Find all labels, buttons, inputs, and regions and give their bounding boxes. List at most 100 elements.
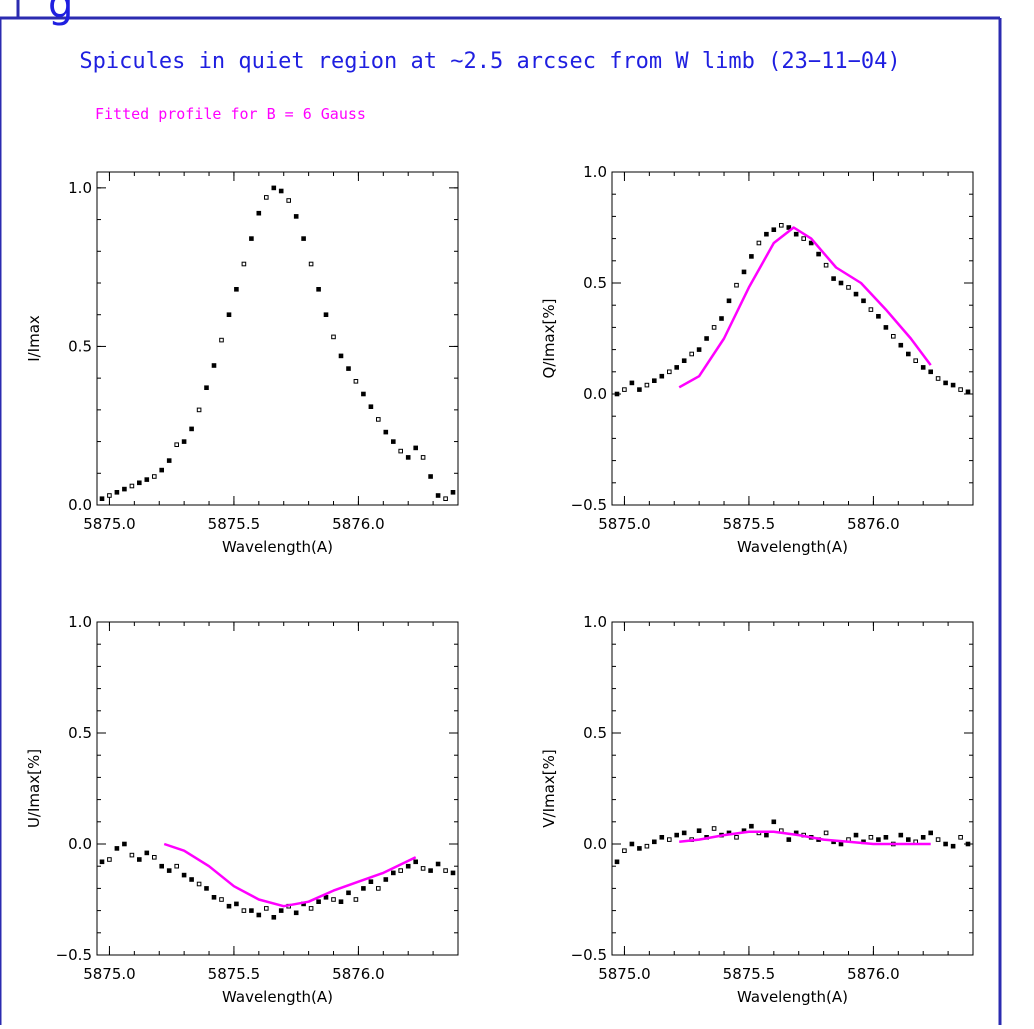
data-point — [264, 195, 269, 200]
data-point — [405, 455, 411, 460]
plot-area-border — [611, 621, 974, 956]
y-tick-label: 1.0 — [583, 613, 607, 631]
data-point — [935, 376, 941, 381]
x-axis-label: Wavelength(A) — [222, 988, 333, 1006]
data-point — [622, 387, 627, 392]
data-point — [353, 897, 359, 902]
data-point — [204, 385, 209, 390]
data-point — [256, 210, 262, 216]
data-point — [823, 830, 829, 836]
data-point — [853, 291, 859, 297]
data-point — [943, 841, 948, 847]
data-point — [234, 287, 239, 292]
data-point — [816, 251, 821, 257]
plot-area-border — [611, 171, 974, 506]
data-point — [174, 442, 179, 447]
data-point — [271, 185, 277, 191]
data-point — [308, 261, 314, 267]
data-point — [771, 819, 777, 825]
data-point — [450, 490, 456, 495]
data-point — [637, 846, 642, 851]
data-point — [383, 429, 389, 435]
data-point — [868, 835, 874, 840]
data-point — [286, 198, 291, 203]
data-point — [166, 868, 172, 873]
data-point — [823, 262, 829, 268]
data-point — [652, 839, 657, 845]
x-tick-label: 5876.0 — [847, 515, 900, 533]
data-point — [614, 859, 620, 865]
data-point — [420, 455, 426, 460]
data-point — [793, 231, 799, 237]
y-tick-label: −0.5 — [571, 496, 607, 514]
data-point — [696, 347, 702, 352]
data-point — [644, 382, 650, 388]
y-tick-label: −0.5 — [56, 946, 92, 964]
data-point — [361, 886, 366, 891]
data-point — [264, 906, 269, 911]
data-point — [174, 863, 179, 869]
data-point — [114, 490, 120, 495]
data-point — [958, 387, 963, 392]
data-point — [704, 336, 709, 341]
data-point — [308, 906, 314, 911]
data-point — [681, 830, 687, 836]
data-point — [450, 870, 456, 876]
data-point — [928, 369, 934, 375]
data-point — [196, 407, 202, 413]
data-point — [226, 312, 232, 317]
data-point — [159, 863, 164, 869]
data-point — [853, 832, 859, 838]
data-point — [435, 861, 441, 867]
x-tick-label: 5875.0 — [598, 965, 651, 983]
y-tick-label: 0.0 — [68, 496, 92, 514]
data-point — [144, 850, 150, 856]
data-point — [928, 830, 934, 836]
data-point — [278, 188, 284, 194]
fit-line — [679, 830, 931, 846]
data-point — [696, 828, 702, 834]
data-point — [219, 897, 224, 902]
plot-area-border — [96, 621, 459, 956]
data-point — [99, 496, 105, 501]
data-point — [405, 863, 411, 869]
data-point — [644, 843, 650, 849]
data-point — [883, 325, 889, 330]
data-point — [241, 908, 247, 913]
data-point — [681, 358, 687, 363]
data-point — [271, 915, 277, 920]
data-point — [898, 342, 904, 348]
data-point — [920, 365, 926, 370]
data-point — [346, 366, 351, 371]
data-point — [771, 227, 777, 232]
data-point — [144, 477, 150, 482]
y-axis-label: Q/Imax[%] — [540, 299, 558, 379]
data-point — [958, 835, 963, 840]
data-point — [338, 899, 344, 905]
data-point — [152, 855, 157, 860]
data-point — [801, 236, 807, 241]
data-point — [876, 837, 881, 842]
data-point — [316, 287, 321, 292]
x-axis-label: Wavelength(A) — [737, 538, 848, 556]
data-point — [808, 240, 814, 246]
data-point — [338, 353, 344, 359]
data-point — [622, 848, 627, 854]
data-point — [331, 897, 336, 902]
x-tick-label: 5875.0 — [83, 515, 136, 533]
data-point — [629, 841, 635, 847]
data-point — [906, 351, 911, 357]
plot-area-border — [96, 171, 459, 506]
data-point — [846, 285, 851, 290]
data-point — [667, 837, 672, 842]
x-tick-label: 5875.0 — [598, 515, 651, 533]
data-point — [719, 316, 724, 321]
data-point — [204, 886, 209, 891]
data-point — [196, 881, 202, 887]
y-tick-label: 1.0 — [68, 613, 92, 631]
data-point — [749, 823, 754, 829]
data-point — [129, 852, 135, 858]
y-tick-label: 0.5 — [583, 274, 607, 292]
y-tick-label: −0.5 — [571, 946, 607, 964]
data-point — [331, 334, 336, 340]
